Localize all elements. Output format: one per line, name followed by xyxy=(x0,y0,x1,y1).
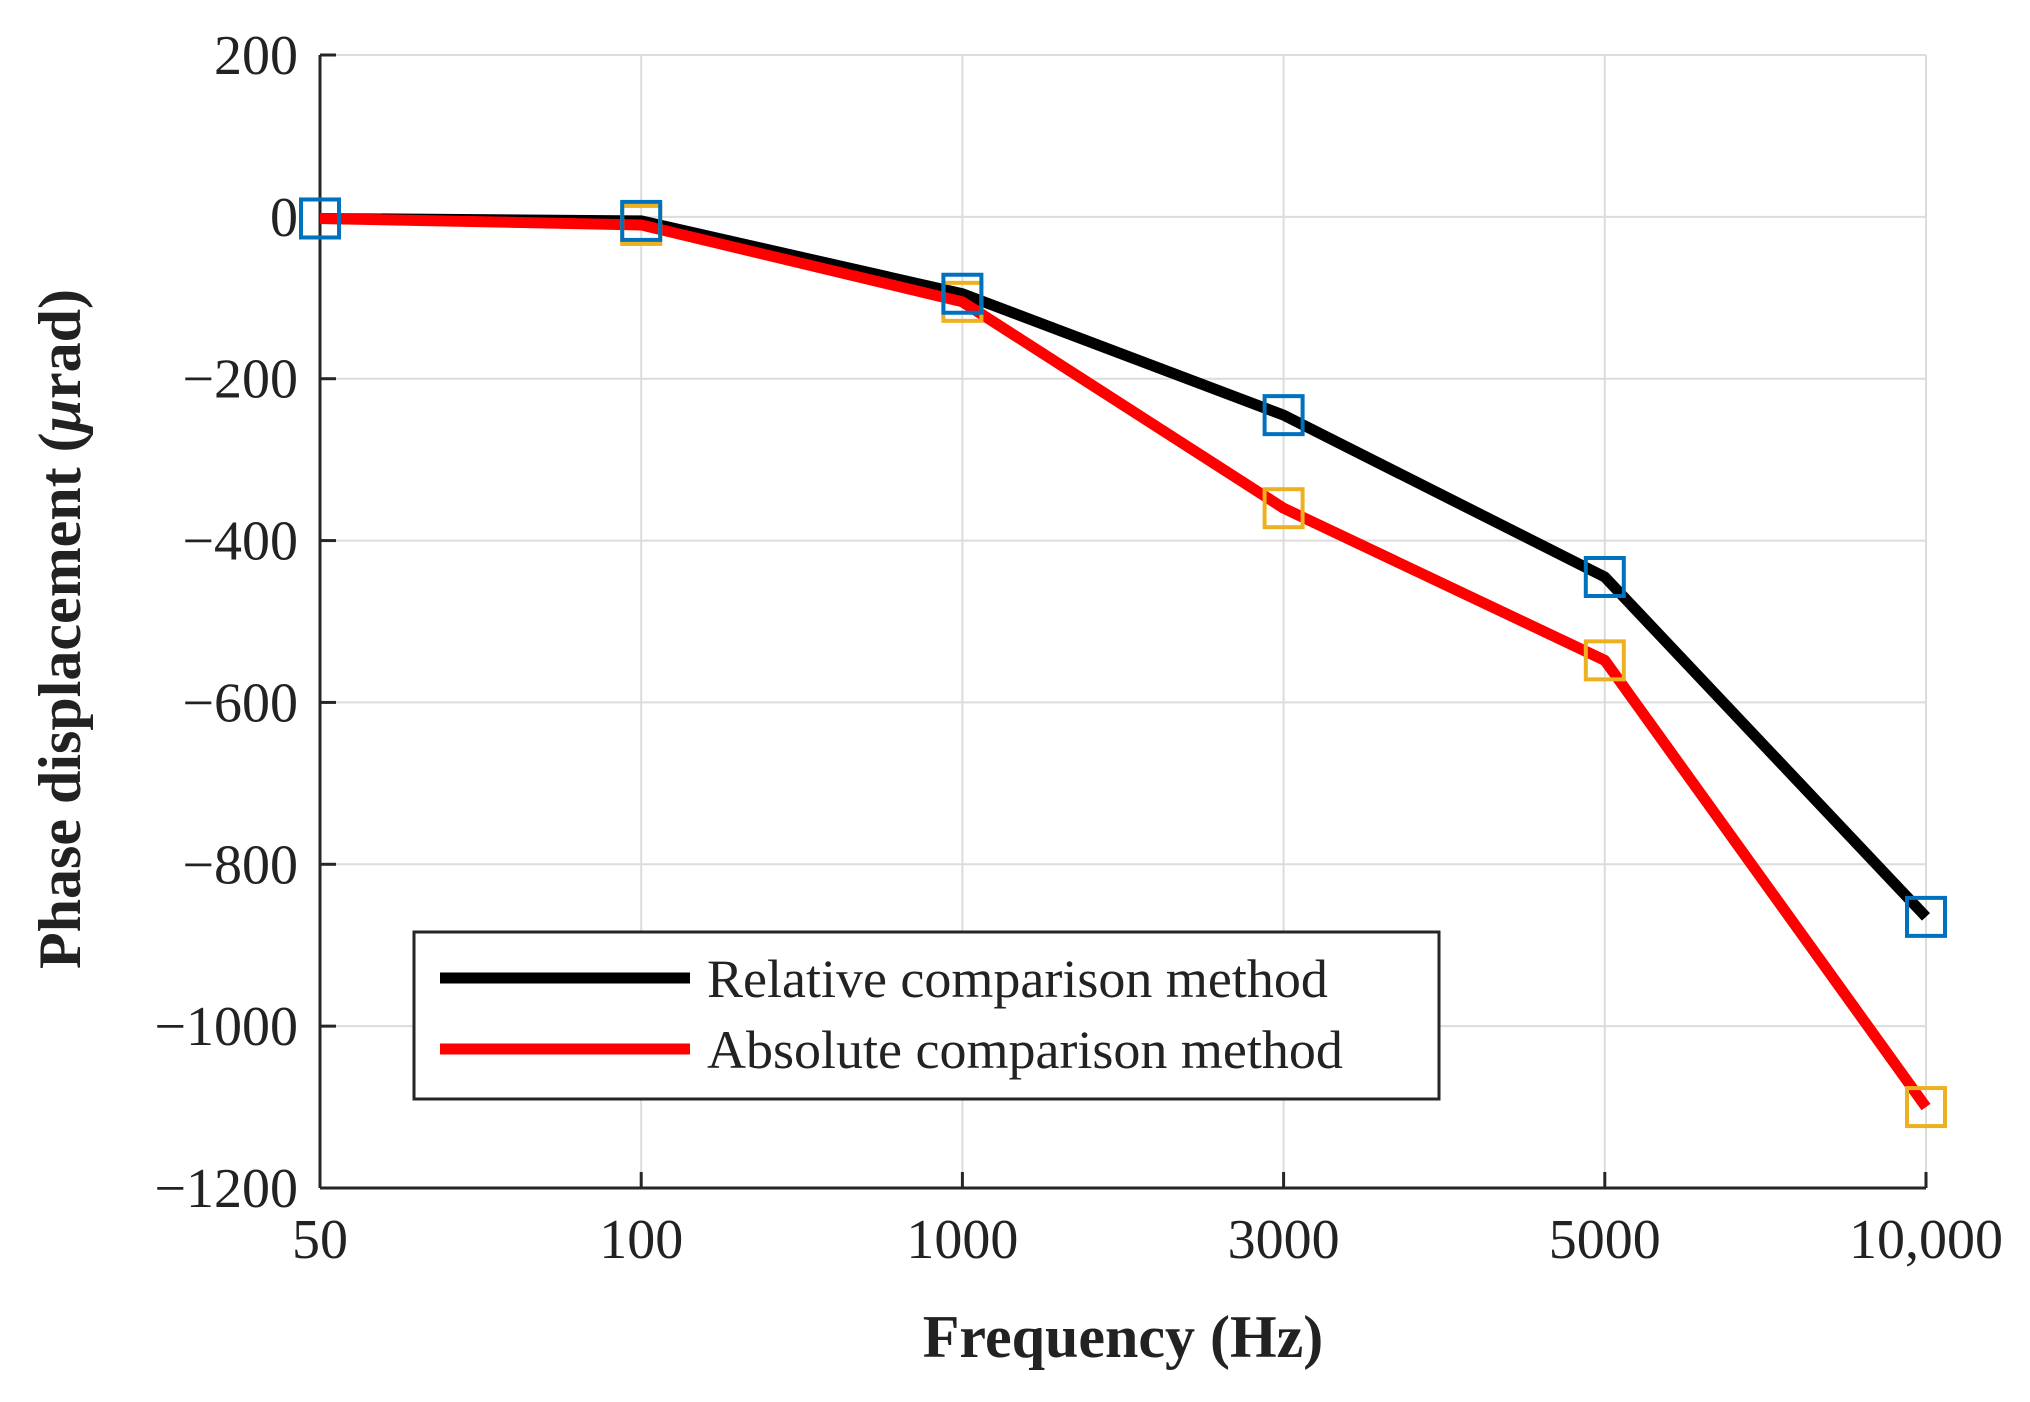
data-point-relative xyxy=(1262,394,1305,437)
y-tick-labels: 200 0 −200 −400 −600 −800 −1000 −1200 xyxy=(154,25,298,1220)
data-point-absolute xyxy=(1262,487,1305,530)
series-line-relative xyxy=(319,212,1930,921)
data-point-relative xyxy=(299,197,341,240)
y-tick-label: −200 xyxy=(182,349,298,411)
y-axis-title-suffix: rad) xyxy=(27,289,93,399)
data-point-relative xyxy=(941,272,984,315)
data-point-relative xyxy=(1905,895,1947,938)
data-point-relative xyxy=(620,199,663,242)
y-axis-title: Phase displacement (μrad) xyxy=(27,289,93,969)
x-tick-label: 100 xyxy=(599,1209,683,1271)
data-point-absolute xyxy=(1583,639,1626,682)
x-axis-title: Frequency (Hz) xyxy=(923,1304,1323,1370)
series xyxy=(319,212,1931,1111)
x-tick-label: 3000 xyxy=(1228,1209,1340,1271)
x-tick-labels: 50 100 1000 3000 5000 10,000 xyxy=(292,1209,2003,1271)
y-tick-label: −800 xyxy=(182,834,298,896)
series-line-absolute xyxy=(319,212,1931,1111)
x-tick-label: 1000 xyxy=(906,1209,1018,1271)
y-tick-label: −1000 xyxy=(154,996,298,1058)
legend-box xyxy=(412,930,1441,1101)
x-tick-label: 50 xyxy=(292,1209,348,1271)
legend: Relative comparison method Absolute comp… xyxy=(412,930,1441,1101)
y-axis-title-unit-symbol: μ xyxy=(27,399,93,435)
data-point-absolute xyxy=(1905,1086,1947,1129)
y-tick-label: −1200 xyxy=(154,1158,298,1220)
y-tick-label: −400 xyxy=(182,511,298,573)
x-tick-label: 5000 xyxy=(1549,1209,1661,1271)
x-tick-label: 10,000 xyxy=(1849,1209,2003,1271)
y-tick-label: 200 xyxy=(214,25,298,87)
y-tick-label: 0 xyxy=(270,187,298,249)
data-point-relative xyxy=(1583,555,1626,598)
markers xyxy=(299,197,1947,1129)
legend-label-relative: Relative comparison method xyxy=(707,949,1328,1009)
y-tick-label: −600 xyxy=(182,672,298,734)
legend-label-absolute: Absolute comparison method xyxy=(707,1020,1343,1080)
y-axis-title-prefix: Phase displacement ( xyxy=(27,432,93,969)
